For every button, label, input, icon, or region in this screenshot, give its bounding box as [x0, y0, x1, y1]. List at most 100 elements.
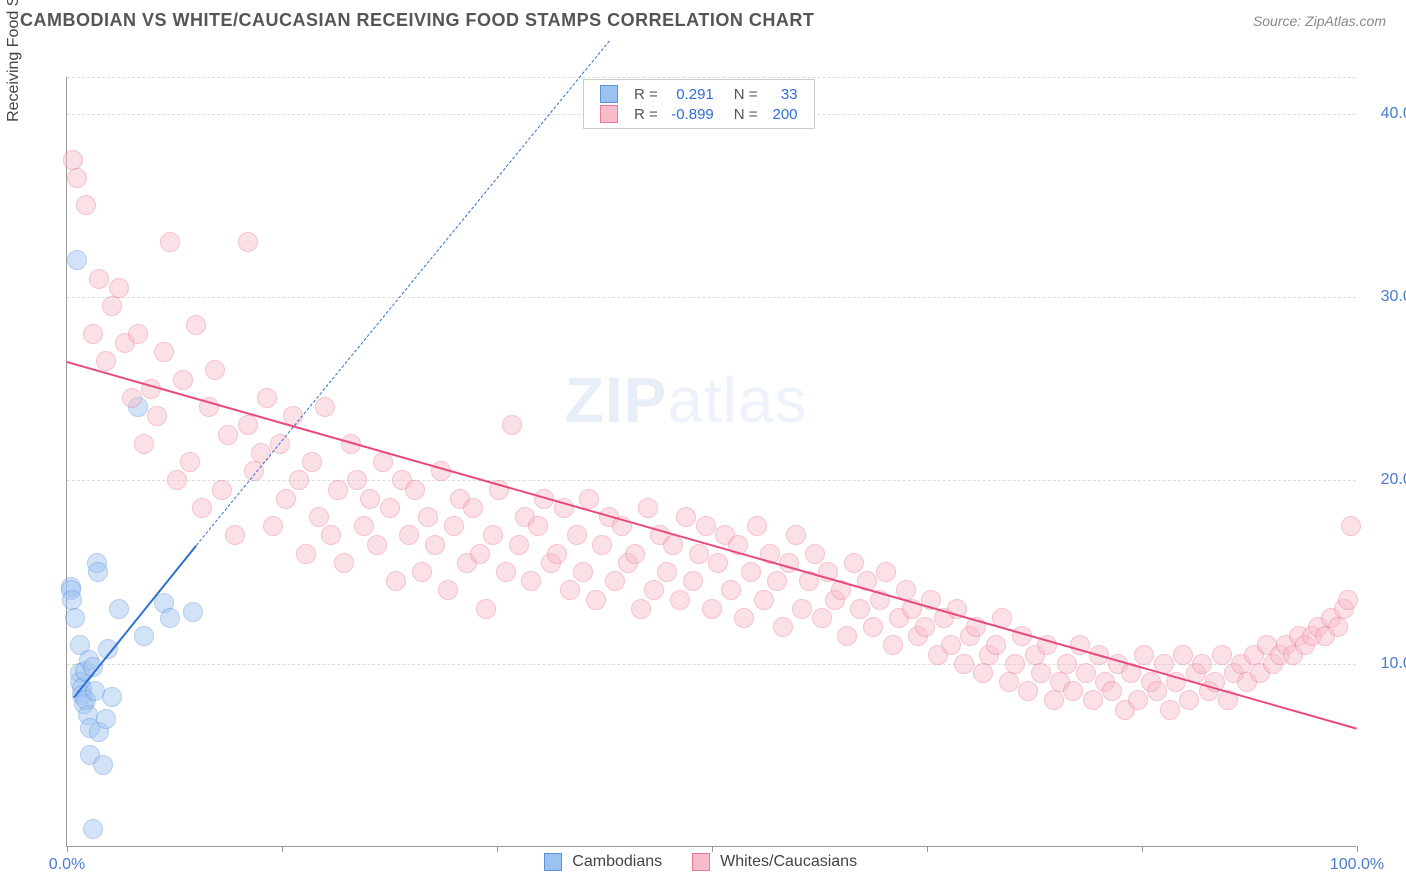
data-point: [412, 562, 432, 582]
data-point: [418, 507, 438, 527]
y-tick-label: 10.0%: [1366, 655, 1406, 673]
data-point: [786, 525, 806, 545]
data-point: [321, 525, 341, 545]
x-tick-mark: [927, 846, 928, 852]
data-point: [509, 535, 529, 555]
gridline-h: [67, 77, 1356, 78]
data-point: [83, 819, 103, 839]
legend-item: Cambodians: [544, 853, 662, 871]
data-point: [289, 470, 309, 490]
data-point: [67, 168, 87, 188]
data-point: [1057, 654, 1077, 674]
y-tick-label: 30.0%: [1366, 288, 1406, 306]
data-point: [192, 498, 212, 518]
y-tick-label: 40.0%: [1366, 105, 1406, 123]
data-point: [754, 590, 774, 610]
data-point: [183, 602, 203, 622]
data-point: [592, 535, 612, 555]
data-point: [109, 599, 129, 619]
data-point: [380, 498, 400, 518]
legend-r-value: -0.899: [664, 104, 720, 124]
legend-r-label: R =: [628, 104, 664, 124]
legend-label: Whites/Caucasians: [720, 853, 857, 871]
data-point: [102, 687, 122, 707]
data-point: [476, 599, 496, 619]
data-point: [521, 571, 541, 591]
data-point: [238, 232, 258, 252]
data-point: [1063, 681, 1083, 701]
data-point: [721, 580, 741, 600]
data-point: [309, 507, 329, 527]
data-point: [915, 617, 935, 637]
data-point: [863, 617, 883, 637]
x-tick-mark: [1357, 846, 1358, 852]
watermark-bold: ZIP: [565, 364, 668, 436]
data-point: [625, 544, 645, 564]
data-point: [444, 516, 464, 536]
data-point: [973, 663, 993, 683]
data-point: [1102, 681, 1122, 701]
data-point: [1147, 681, 1167, 701]
data-point: [483, 525, 503, 545]
data-point: [708, 553, 728, 573]
data-point: [386, 571, 406, 591]
data-point: [683, 571, 703, 591]
data-point: [657, 562, 677, 582]
data-point: [134, 626, 154, 646]
chart-title: CAMBODIAN VS WHITE/CAUCASIAN RECEIVING F…: [20, 10, 814, 31]
y-tick-label: 20.0%: [1366, 471, 1406, 489]
correlation-legend: R =0.291N =33R =-0.899N =200: [583, 79, 815, 129]
legend-n-value: 33: [764, 84, 804, 104]
data-point: [567, 525, 587, 545]
data-point: [96, 709, 116, 729]
data-point: [941, 635, 961, 655]
data-point: [844, 553, 864, 573]
data-point: [93, 755, 113, 775]
data-point: [360, 489, 380, 509]
data-point: [225, 525, 245, 545]
data-point: [263, 516, 283, 536]
data-point: [122, 388, 142, 408]
legend-item: Whites/Caucasians: [692, 853, 857, 871]
data-point: [805, 544, 825, 564]
data-point: [302, 452, 322, 472]
data-point: [605, 571, 625, 591]
data-point: [405, 480, 425, 500]
data-point: [999, 672, 1019, 692]
data-point: [560, 580, 580, 600]
data-point: [734, 608, 754, 628]
data-point: [1128, 690, 1148, 710]
data-point: [257, 388, 277, 408]
legend-swatch: [544, 853, 562, 871]
data-point: [218, 425, 238, 445]
data-point: [773, 617, 793, 637]
data-point: [334, 553, 354, 573]
data-point: [631, 599, 651, 619]
data-point: [76, 195, 96, 215]
gridline-h: [67, 297, 1356, 298]
data-point: [89, 269, 109, 289]
data-point: [328, 480, 348, 500]
data-point: [109, 278, 129, 298]
source-attribution: Source: ZipAtlas.com: [1253, 13, 1386, 29]
data-point: [463, 498, 483, 518]
data-point: [1083, 690, 1103, 710]
data-point: [354, 516, 374, 536]
data-point: [83, 324, 103, 344]
data-point: [63, 150, 83, 170]
data-point: [128, 324, 148, 344]
data-point: [1044, 690, 1064, 710]
data-point: [438, 580, 458, 600]
x-tick-label: 100.0%: [1330, 856, 1384, 874]
data-point: [205, 360, 225, 380]
data-point: [1005, 654, 1025, 674]
data-point: [812, 608, 832, 628]
data-point: [547, 544, 567, 564]
data-point: [747, 516, 767, 536]
data-point: [573, 562, 593, 582]
data-point: [212, 480, 232, 500]
data-point: [1212, 645, 1232, 665]
data-point: [579, 489, 599, 509]
data-point: [792, 599, 812, 619]
data-point: [986, 635, 1006, 655]
